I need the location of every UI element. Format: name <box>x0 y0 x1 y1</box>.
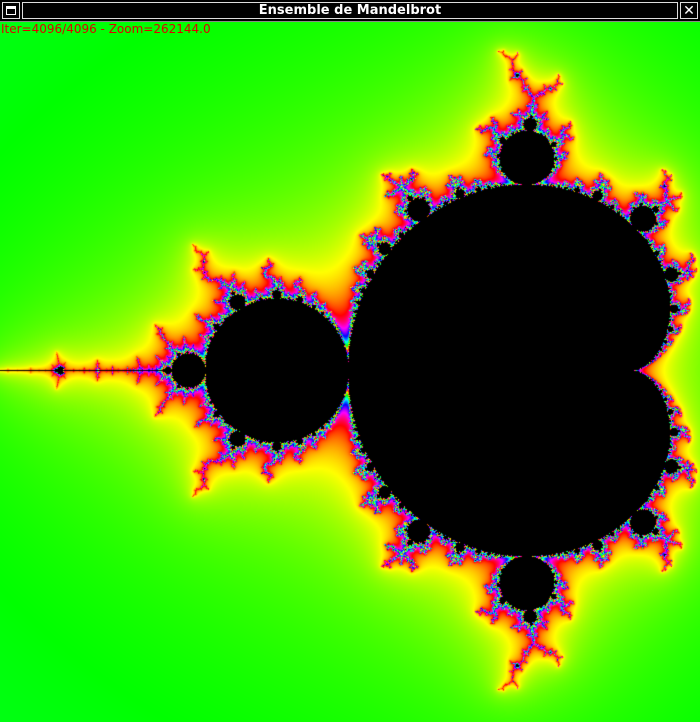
close-icon: ✕ <box>683 2 695 19</box>
window-menu-icon <box>6 6 16 15</box>
title-box[interactable]: Ensemble de Mandelbrot <box>22 2 678 19</box>
window-menu-button[interactable] <box>2 2 20 19</box>
close-button[interactable]: ✕ <box>680 2 698 19</box>
fractal-canvas-area[interactable]: Iter=4096/4096 - Zoom=262144.0 <box>0 22 700 722</box>
title-bar[interactable]: Ensemble de Mandelbrot ✕ <box>0 0 700 22</box>
iteration-zoom-status: Iter=4096/4096 - Zoom=262144.0 <box>1 22 211 36</box>
window-title: Ensemble de Mandelbrot <box>258 3 442 18</box>
mandelbrot-canvas[interactable] <box>0 22 700 722</box>
